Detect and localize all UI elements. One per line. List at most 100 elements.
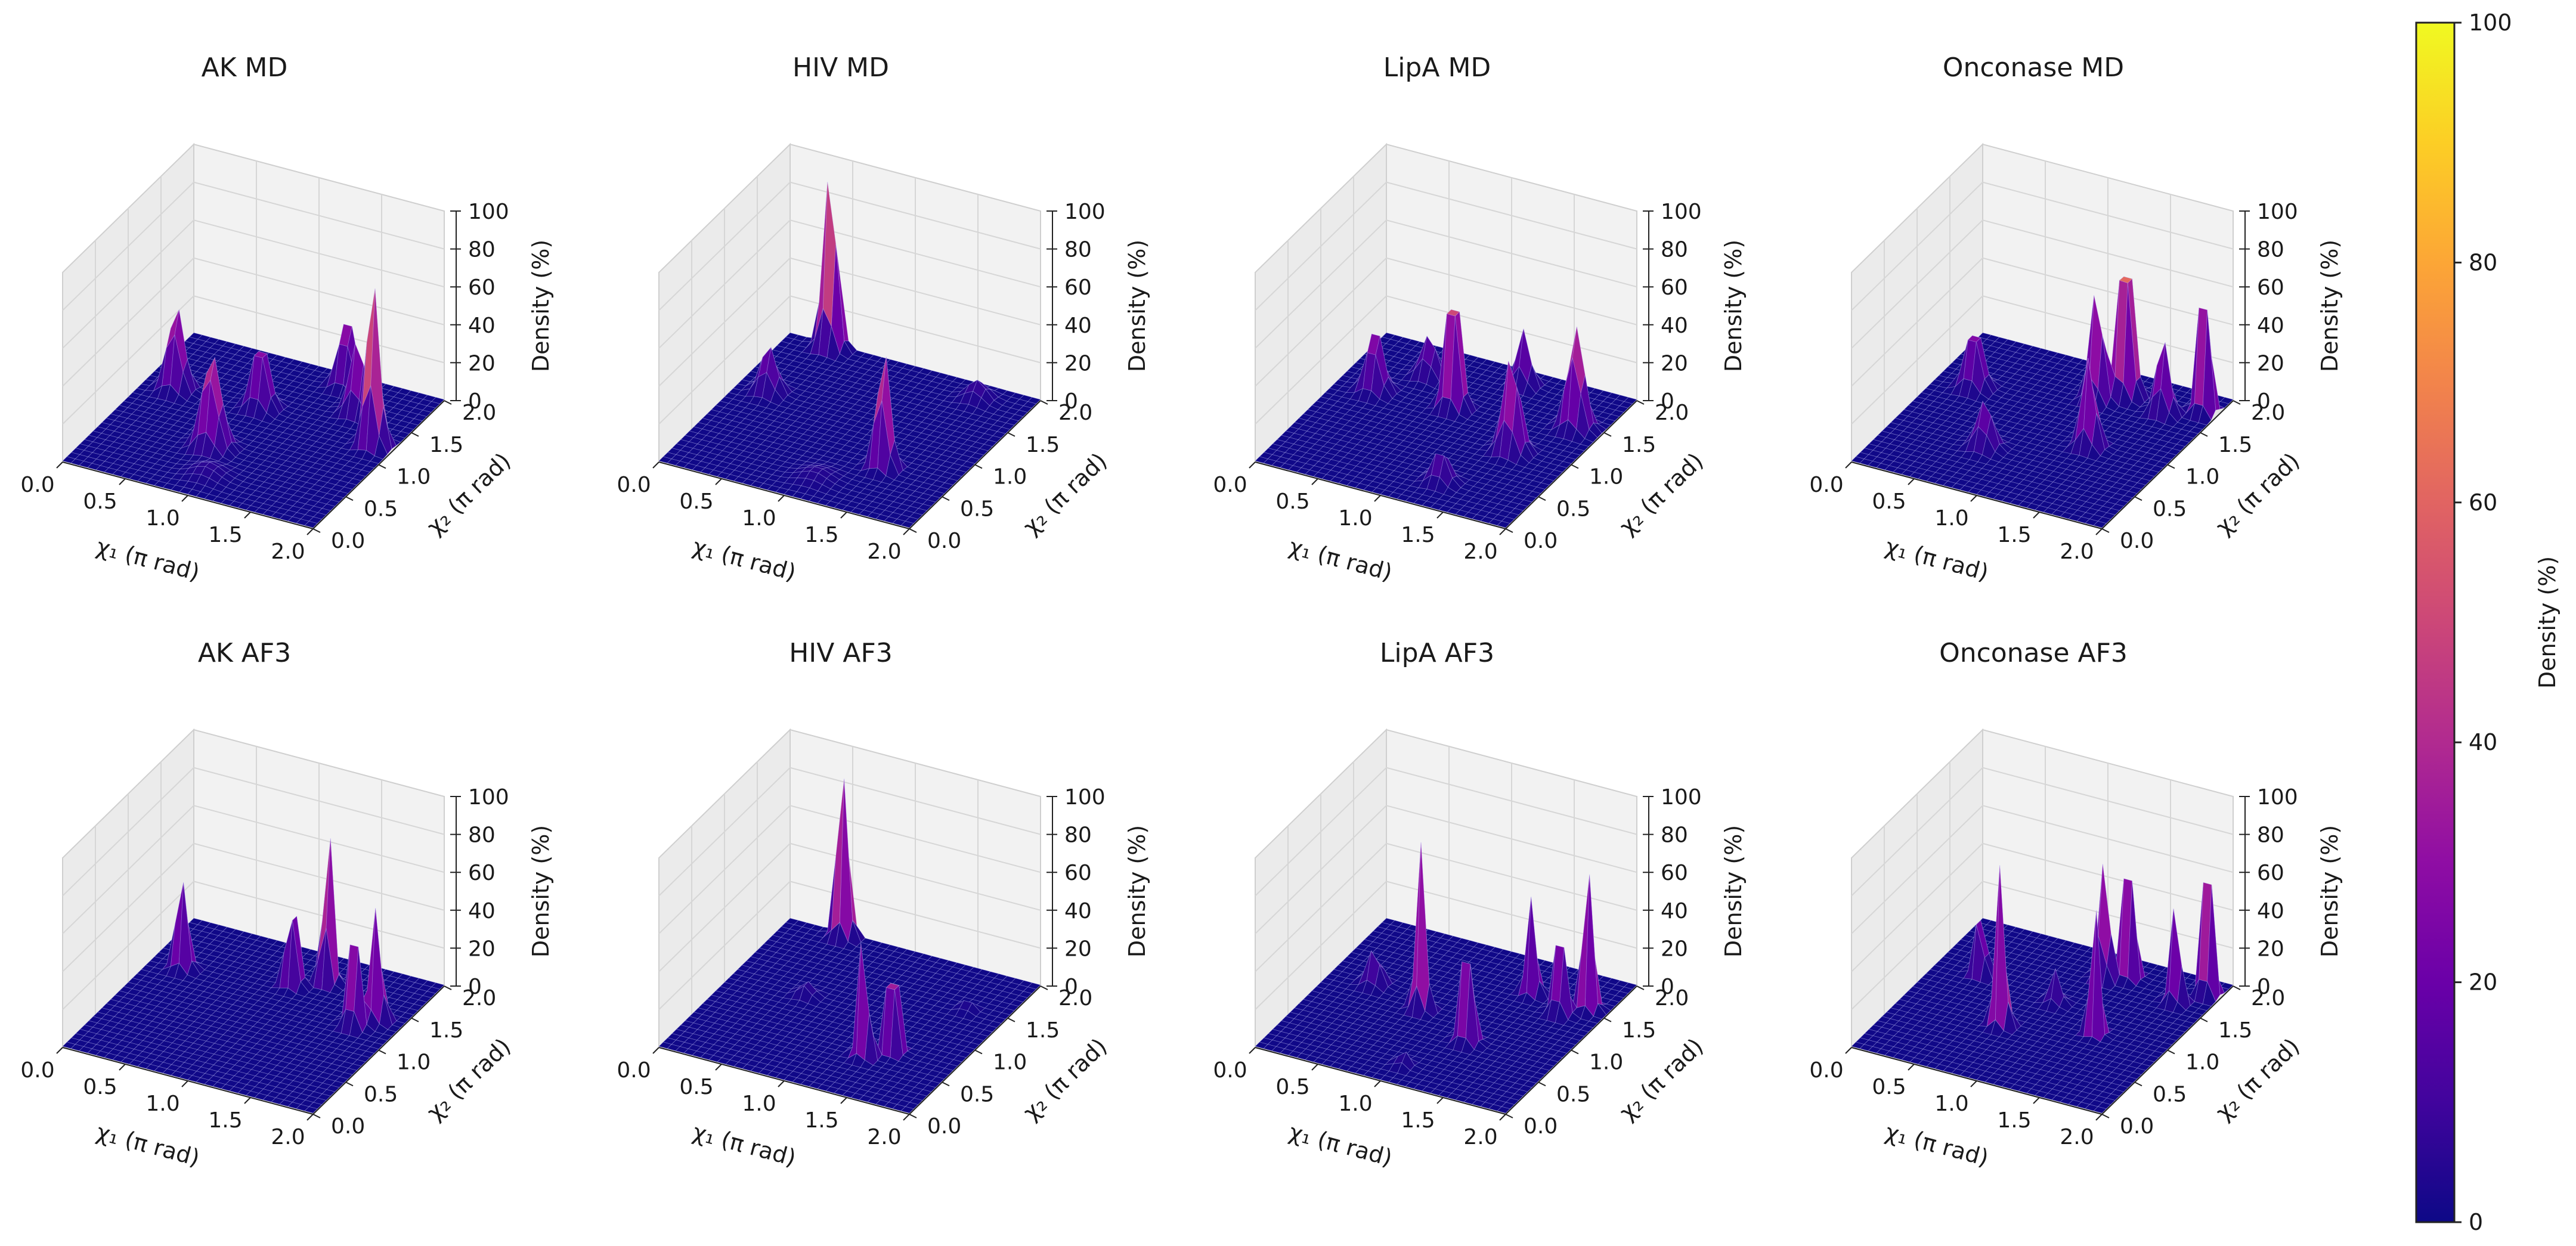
x-tick-label: 2.0 — [2060, 1125, 2094, 1149]
colorbar-ticks: 0 20 40 60 80 100 — [2454, 10, 2512, 1235]
x-tick-label: 1.0 — [742, 1092, 776, 1116]
y-axis-label: χ₂ (π rad) — [422, 448, 516, 540]
y-tick-label: 1.0 — [1589, 465, 1623, 489]
x-tick-label: 2.0 — [271, 540, 305, 564]
y-tick-label: 0.5 — [960, 1082, 994, 1106]
panel-title: AK MD — [202, 52, 288, 83]
x-tick-label: 0.5 — [1872, 489, 1906, 514]
panel-lipa-md: LipA MD 0.0 0.5 1.0 1.5 2.0 χ₁ (π rad) 0.0 0.5 1.… — [1213, 52, 1747, 586]
panel-onconase-md: Onconase MD 0.0 0.5 1.0 1.5 2.0 χ₁ (π rad) 0.0 0… — [1809, 52, 2343, 586]
grid-lines — [1255, 161, 1637, 430]
y-axis-label: χ₂ (π rad) — [2210, 1033, 2305, 1126]
z-tick-label: 100 — [1064, 785, 1106, 810]
x-tick-label: 1.5 — [208, 523, 242, 547]
colorbar-label: Density (%) — [2534, 556, 2560, 689]
x-axis-label: χ₁ (π rad) — [1883, 1118, 1991, 1171]
z-axis: 0 20 40 60 80 100 Density (%) — [450, 200, 554, 414]
y-tick-label: 0.5 — [364, 1082, 398, 1106]
y-tick-label: 1.5 — [429, 433, 463, 457]
x-tick-label: 0.5 — [83, 1075, 117, 1099]
y-tick-label: 0.0 — [331, 1114, 365, 1139]
z-tick-label: 40 — [1064, 314, 1092, 338]
z-tick-label: 60 — [1661, 275, 1688, 300]
z-tick-label: 80 — [1661, 823, 1688, 848]
x-axis-label: χ₁ (π rad) — [690, 533, 798, 585]
y-tick-label: 0.5 — [1556, 1082, 1590, 1106]
x-tick-label: 1.5 — [804, 523, 838, 547]
y-tick-label: 0.0 — [927, 1114, 961, 1139]
z-tick-label: 40 — [1064, 899, 1092, 923]
y-tick-label: 1.5 — [429, 1018, 463, 1043]
grid-lines — [1851, 161, 2234, 430]
z-tick-label: 0 — [1661, 389, 1674, 414]
y-axis-label: χ₂ (π rad) — [1018, 1033, 1112, 1126]
colorbar-tick-label: 0 — [2469, 1209, 2483, 1235]
z-tick-label: 80 — [2257, 238, 2284, 262]
colorbar-tick-label: 40 — [2469, 729, 2497, 755]
y-tick-label: 0.5 — [2153, 1082, 2187, 1106]
grid-lines — [62, 161, 445, 430]
x-tick-label: 2.0 — [867, 540, 901, 564]
y-tick-label: 0.5 — [960, 497, 994, 521]
colorbar-tick-label: 80 — [2469, 249, 2497, 275]
z-tick-label: 20 — [2257, 351, 2284, 376]
z-tick-label: 60 — [2257, 275, 2284, 300]
z-axis-label: Density (%) — [528, 240, 554, 372]
x-tick-label: 1.0 — [1338, 1092, 1372, 1116]
z-tick-label: 20 — [468, 351, 496, 376]
y-tick-label: 0.0 — [331, 529, 365, 553]
x-axis-label: χ₁ (π rad) — [1286, 1118, 1395, 1171]
y-tick-label: 2.0 — [462, 401, 496, 425]
y-tick-label: 0.5 — [2153, 497, 2187, 521]
z-axis: 0 20 40 60 80 100 Density (%) — [2239, 785, 2343, 999]
z-tick-label: 60 — [468, 275, 496, 300]
y-tick-label: 2.0 — [2251, 401, 2285, 425]
z-axis: 0 20 40 60 80 100 Density (%) — [1046, 200, 1150, 414]
x-tick-label: 0.0 — [1213, 1058, 1247, 1083]
z-axis: 0 20 40 60 80 100 Density (%) — [2239, 200, 2343, 414]
colorbar-tick-label: 100 — [2469, 10, 2512, 36]
z-tick-label: 40 — [468, 314, 496, 338]
z-tick-label: 0 — [1064, 389, 1078, 414]
z-tick-label: 80 — [1064, 238, 1092, 262]
grid-lines — [658, 161, 1041, 430]
z-tick-label: 40 — [1661, 314, 1688, 338]
z-tick-label: 80 — [468, 823, 496, 848]
density-surface — [1255, 309, 1637, 528]
x-tick-label: 1.0 — [1934, 1092, 1968, 1116]
z-tick-label: 20 — [1064, 937, 1092, 961]
density-surface — [1851, 864, 2234, 1114]
x-tick-label: 1.0 — [742, 506, 776, 531]
z-axis-label: Density (%) — [1124, 240, 1150, 372]
x-axis-label: χ₁ (π rad) — [1883, 533, 1991, 585]
x-tick-label: 1.0 — [1934, 506, 1968, 531]
x-tick-label: 1.0 — [145, 506, 179, 531]
panels: AK MD 0.0 0.5 1.0 1.5 2.0 χ₁ (π rad) 0.0 0.5 1.0 1… — [20, 52, 2343, 1171]
z-tick-label: 40 — [2257, 899, 2284, 923]
y-tick-label: 0.0 — [2120, 529, 2154, 553]
grid-lines — [62, 746, 445, 1016]
density-surface — [62, 288, 445, 528]
x-tick-label: 1.5 — [1401, 1108, 1435, 1133]
z-tick-label: 0 — [2257, 389, 2271, 414]
y-tick-label: 1.0 — [993, 1050, 1027, 1075]
x-tick-label: 1.0 — [145, 1092, 179, 1116]
y-tick-label: 1.5 — [1622, 1018, 1656, 1043]
x-tick-label: 0.5 — [1872, 1075, 1906, 1099]
y-tick-label: 0.0 — [927, 529, 961, 553]
x-tick-label: 1.5 — [804, 1108, 838, 1133]
z-axis-label: Density (%) — [2317, 240, 2343, 372]
z-tick-label: 0 — [468, 975, 482, 999]
z-tick-label: 100 — [1064, 200, 1106, 224]
x-axis-label: χ₁ (π rad) — [94, 533, 202, 585]
z-tick-label: 0 — [468, 389, 482, 414]
x-tick-label: 0.0 — [20, 1058, 54, 1083]
panel-title: Onconase MD — [1943, 52, 2124, 83]
x-tick-label: 2.0 — [1463, 1125, 1497, 1149]
x-tick-label: 1.5 — [1401, 523, 1435, 547]
y-tick-label: 1.5 — [2218, 1018, 2252, 1043]
panel-title: AK AF3 — [198, 638, 291, 668]
density-surface — [1851, 276, 2234, 528]
z-axis-label: Density (%) — [1720, 825, 1747, 957]
x-tick-label: 0.5 — [679, 1075, 713, 1099]
